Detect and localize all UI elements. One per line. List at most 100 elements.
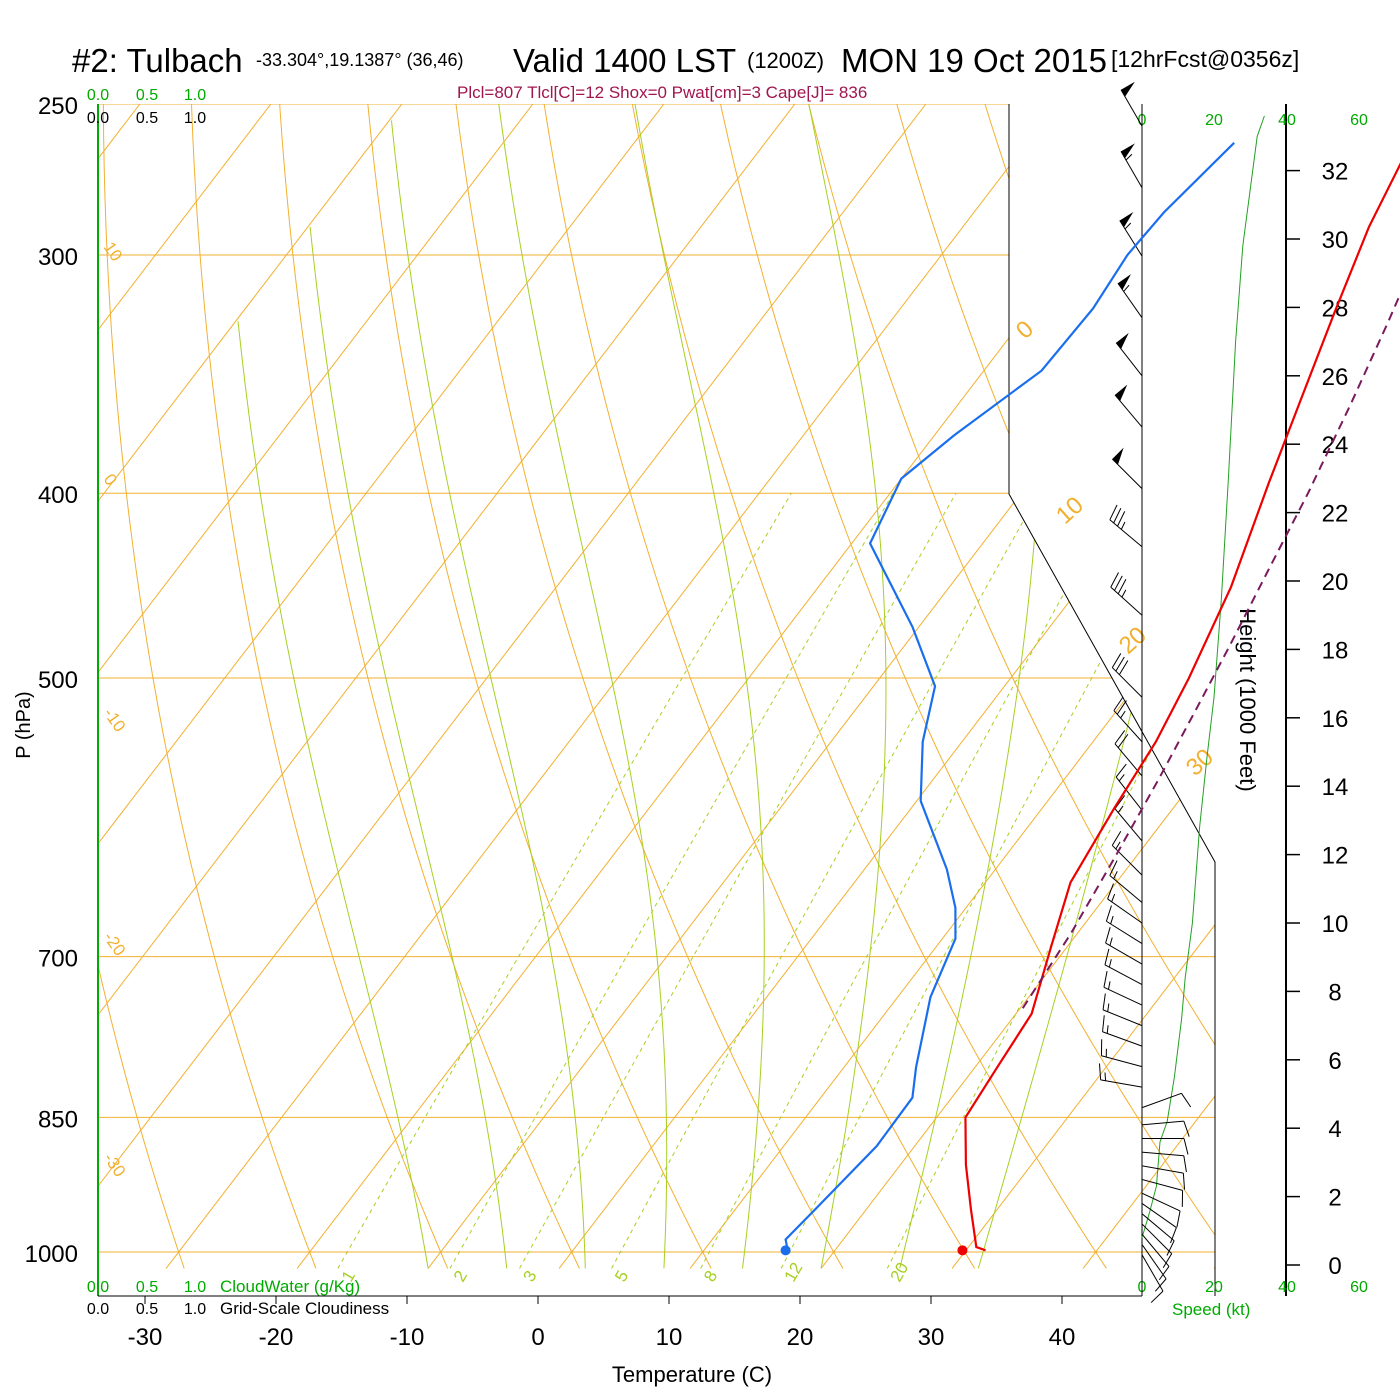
wind-barb-feather	[1102, 1015, 1105, 1032]
wind-barb-half-feather	[1113, 871, 1118, 879]
isotherm-line	[820, 104, 1215, 1269]
wind-barb-feather	[1182, 1173, 1186, 1190]
wind-barb-flag	[1115, 384, 1128, 402]
wind-barb-half-feather	[1107, 981, 1111, 990]
mixing-ratio-label: 20	[886, 1259, 912, 1285]
wind-barb	[1110, 572, 1143, 616]
height-tick-label: 16	[1322, 706, 1349, 733]
surface-dewpoint-marker	[780, 1245, 791, 1256]
isotherm-line	[296, 104, 1189, 1269]
isotherm-line	[98, 104, 796, 1269]
wind-barb	[1141, 1233, 1170, 1281]
dry-adiabat-line	[631, 104, 1107, 1269]
mixing-ratio-line	[449, 492, 894, 1269]
dry-adiabat-line	[543, 104, 976, 1269]
wind-barb-staff	[1113, 710, 1143, 743]
height-tick-label: 30	[1322, 227, 1349, 254]
pressure-tick-label: 300	[38, 244, 78, 271]
height-tick-label: 4	[1328, 1116, 1341, 1143]
wind-barb-staff	[1141, 1233, 1170, 1267]
mixing-ratio-line	[886, 492, 1215, 1269]
wind-barb	[1141, 1244, 1167, 1292]
wind-barb-feather	[1117, 511, 1126, 527]
height-tick-label: 32	[1322, 159, 1349, 186]
mixing-ratio-label: 8	[700, 1267, 721, 1285]
wind-barb	[1141, 1213, 1175, 1256]
isotherm-line	[98, 104, 272, 1269]
wind-barb-staff	[1141, 1244, 1167, 1280]
wind-barb-half-feather	[1120, 710, 1126, 719]
dry-adiabat-label: -10	[100, 704, 130, 735]
wind-barb-feather	[1154, 1278, 1167, 1292]
cloudiness-scale-bottom: 0.5	[136, 1301, 158, 1318]
wind-barb	[1141, 1254, 1164, 1303]
wind-barb-half-feather	[1125, 153, 1133, 161]
wind-barb-feather	[1158, 1266, 1170, 1281]
temperature-tick-label: 30	[918, 1324, 945, 1351]
pressure-tick-label: 500	[38, 667, 78, 694]
isotherm-label: 10	[1051, 492, 1089, 530]
dry-adiabat-line	[808, 104, 1215, 1269]
dry-adiabat-line	[98, 104, 185, 1269]
isotherm-label: 30	[1181, 744, 1219, 782]
wind-barb	[1114, 384, 1143, 428]
wind-barb-feather	[1105, 905, 1112, 922]
wind-barb-staff	[1107, 898, 1143, 924]
wind-barb-staff	[1115, 776, 1143, 811]
wind-barb-feather	[1105, 927, 1111, 944]
wind-barb-half-feather	[1111, 893, 1116, 902]
wind-barb-half-feather	[1110, 915, 1114, 925]
height-axis-label: Height (1000 Feet)	[1235, 608, 1260, 791]
chart-title-coords: -33.304°,19.1387° (36,46)	[256, 50, 464, 70]
wind-barb-staff	[1141, 1092, 1182, 1109]
height-tick-label: 18	[1322, 637, 1349, 664]
chart-title-date: MON 19 Oct 2015	[841, 42, 1107, 79]
cloudiness-label: Grid-Scale Cloudiness	[220, 1299, 389, 1318]
wind-barb	[1141, 1120, 1190, 1137]
wind-barb-staff	[1106, 920, 1143, 944]
dry-adiabat-line	[455, 104, 844, 1269]
wind-barb	[1103, 971, 1143, 1006]
wind-barb-feather	[1117, 733, 1129, 748]
pressure-tick-label: 850	[38, 1106, 78, 1133]
wind-barb	[1104, 948, 1143, 986]
cloudwater-scale-top: 0.0	[87, 87, 109, 104]
isotherm-line	[98, 104, 665, 1269]
temperature-tick-label: 40	[1049, 1324, 1076, 1351]
wind-barb-flag	[1112, 447, 1124, 465]
wind-barb-half-feather	[1121, 589, 1127, 598]
chart-title-station: #2: Tulbach	[72, 42, 243, 79]
wind-barb-feather	[1183, 1120, 1190, 1137]
wind-barb	[1119, 212, 1143, 257]
pressure-tick-label: 400	[38, 482, 78, 509]
wind-barb-flag	[1116, 332, 1129, 350]
cloudwater-scale-bottom: 1.0	[184, 1279, 206, 1296]
wind-barb	[1102, 1015, 1143, 1047]
cloudwater-scale-top: 0.5	[136, 87, 158, 104]
wind-barb	[1105, 905, 1143, 944]
wind-barb-staff	[1111, 845, 1143, 876]
dry-adiabat-line	[367, 104, 712, 1269]
wind-barb-staff	[1102, 1031, 1143, 1047]
wind-barb	[1111, 447, 1143, 490]
temperature-axis-label: Temperature (C)	[612, 1362, 772, 1387]
cloudiness-scale-bottom: 0.0	[87, 1301, 109, 1318]
wind-barb-staff	[1141, 1254, 1164, 1292]
wind-barb-feather	[1111, 831, 1122, 846]
mixing-ratio-line	[611, 492, 1040, 1269]
speed-axis-label: Speed (kt)	[1172, 1300, 1250, 1319]
wind-barb	[1141, 1203, 1177, 1244]
wind-barb-feather	[1114, 795, 1126, 810]
wind-barb	[1141, 1092, 1192, 1109]
wind-barb-staff	[1141, 1120, 1184, 1126]
height-tick-label: 8	[1328, 979, 1341, 1006]
mixing-ratio-line	[519, 492, 957, 1269]
speed-scale-top: 40	[1278, 112, 1296, 129]
wind-barb	[1098, 1063, 1143, 1088]
isotherm-line	[98, 104, 403, 1269]
wind-barb-staff	[1141, 1179, 1183, 1191]
temperature-tick-label: -30	[128, 1324, 163, 1351]
cloudwater-scale-top: 1.0	[184, 87, 206, 104]
wind-barb	[1105, 927, 1143, 965]
wind-barb-half-feather	[1104, 1072, 1107, 1081]
